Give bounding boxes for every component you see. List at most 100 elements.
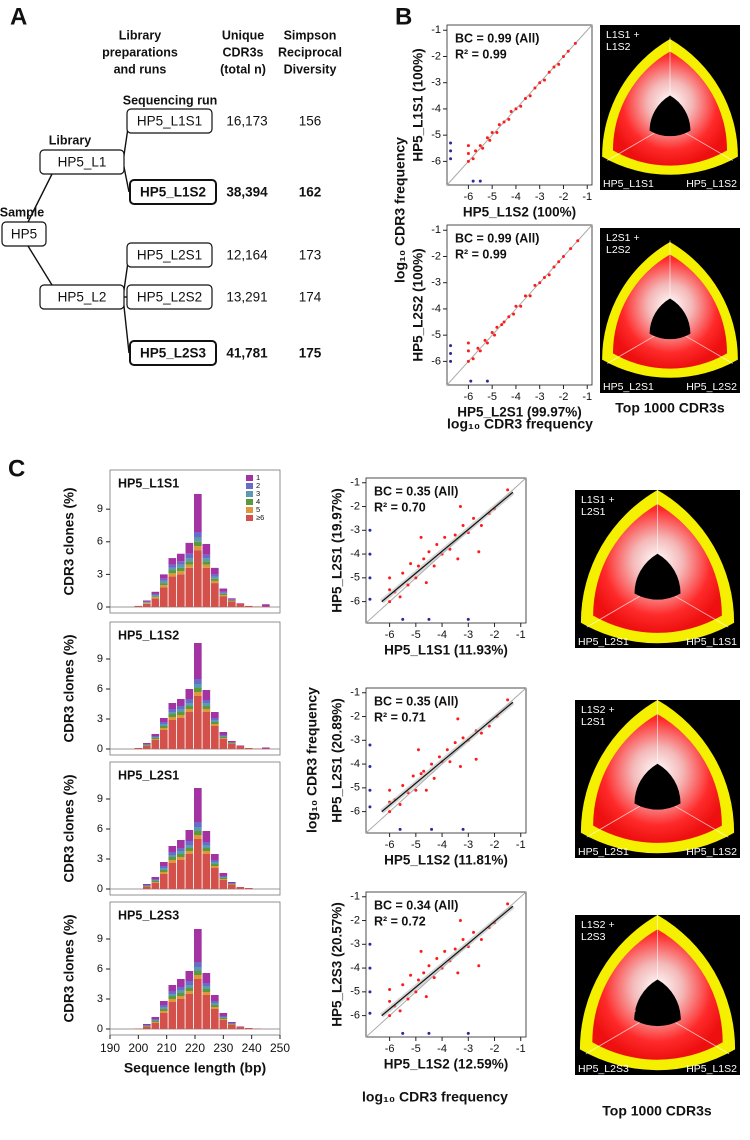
bar-segment <box>143 602 151 603</box>
library-node: HP5_L1 <box>58 155 107 170</box>
data-point <box>472 516 476 520</box>
data-point <box>514 107 518 111</box>
data-point <box>523 294 527 298</box>
bar-segment <box>211 854 219 860</box>
data-point <box>368 966 372 970</box>
library-node-box <box>39 284 125 310</box>
bar-segment <box>236 603 245 604</box>
annotation: BC = 0.35 (All) <box>374 694 458 708</box>
data-point <box>388 788 392 792</box>
y-tick-label: -2 <box>431 250 441 262</box>
circos-title: L1S2 <box>606 41 631 53</box>
bar-segment <box>219 879 228 880</box>
data-point <box>388 999 392 1003</box>
panel-label: B <box>395 3 412 30</box>
y-tick-label: 6 <box>97 963 103 975</box>
legend-label: 5 <box>256 505 260 514</box>
y-tick-label: -5 <box>431 329 441 341</box>
bar-segment <box>177 851 185 854</box>
x-tick-label: -5 <box>411 629 421 641</box>
data-point <box>414 576 418 580</box>
x-tick-label: -5 <box>487 191 497 203</box>
bar-segment <box>202 983 211 986</box>
bar-segment <box>211 720 219 722</box>
bar-segment <box>185 553 194 559</box>
data-point <box>557 62 561 66</box>
x-tick-label: -3 <box>463 629 473 641</box>
bar-segment <box>177 709 185 712</box>
data-point <box>448 760 452 764</box>
bar-segment <box>151 738 160 739</box>
data-point <box>388 1014 392 1018</box>
x-tick-label: -6 <box>385 1043 395 1055</box>
circos-divider <box>674 595 729 628</box>
legend-label: ≥6 <box>256 513 264 522</box>
bar-segment <box>143 885 151 886</box>
run-node-box <box>126 108 213 134</box>
y-tick-label: -4 <box>431 303 441 315</box>
data-point <box>474 757 478 761</box>
bar-segment <box>211 724 219 726</box>
bar-segment <box>168 576 177 607</box>
bar-segment <box>219 878 228 879</box>
bar-segment <box>194 788 202 822</box>
bar-segment <box>151 881 160 882</box>
data-point <box>414 990 418 994</box>
y-tick-label: 9 <box>97 793 103 805</box>
bar-segment <box>202 992 211 995</box>
bar-segment <box>151 882 160 883</box>
legend-swatch <box>246 499 253 505</box>
legend-swatch <box>246 515 253 521</box>
bar-segment <box>194 546 202 551</box>
bar-segment <box>262 604 270 607</box>
annotation: BC = 0.99 (All) <box>455 231 539 245</box>
bar-segment <box>177 854 185 857</box>
y-tick-label: 3 <box>97 993 103 1005</box>
x-tick-label: -1 <box>516 1043 526 1055</box>
circos-left-label: HP5_L2S1 <box>578 636 629 648</box>
bar-segment <box>219 591 228 593</box>
unique-cdr3s: 41,781 <box>226 346 268 361</box>
bar-segment <box>160 862 168 866</box>
bar-segment <box>194 979 202 1029</box>
data-point <box>456 717 460 721</box>
x-tick-label: -4 <box>437 839 447 851</box>
bar-segment <box>160 1013 168 1029</box>
annotation: BC = 0.34 (All) <box>374 898 458 912</box>
circos-title: L2S1 <box>581 716 606 728</box>
bar-segment <box>185 981 194 985</box>
bar-segment <box>151 598 160 607</box>
bar-segment <box>211 574 219 577</box>
data-point <box>466 341 470 345</box>
data-point <box>422 769 426 773</box>
y-tick-label: 3 <box>97 853 103 865</box>
bar-segment <box>211 1003 219 1005</box>
bar-segment <box>202 989 211 992</box>
circos-divider <box>685 335 733 364</box>
data-point <box>485 341 489 345</box>
x-axis-label: HP5_L1S2 (12.59%) <box>384 1057 509 1072</box>
bar-segment <box>236 745 245 746</box>
bar-segment <box>211 576 219 579</box>
bar-segment <box>177 564 185 568</box>
bar-segment <box>168 714 177 717</box>
bar-segment <box>168 860 177 863</box>
data-point <box>406 583 410 587</box>
y-tick-label: -6 <box>350 596 360 608</box>
bar-segment <box>160 730 168 749</box>
bar-segment <box>219 593 228 596</box>
bar-segment <box>143 745 151 746</box>
bar-segment <box>228 884 236 885</box>
bar-segment <box>194 688 202 692</box>
data-point <box>514 304 518 308</box>
bar-segment <box>160 583 168 586</box>
circos-title: L1S2 + <box>581 704 615 716</box>
bar-segment <box>228 883 236 884</box>
bar-segment <box>194 692 202 696</box>
circos-left-label: HP5_L2S1 <box>603 381 654 393</box>
bar-segment <box>211 866 219 868</box>
y-tick-label: 6 <box>97 683 103 695</box>
data-point <box>401 783 405 787</box>
bar-segment <box>134 605 143 607</box>
circos-center <box>634 763 681 810</box>
